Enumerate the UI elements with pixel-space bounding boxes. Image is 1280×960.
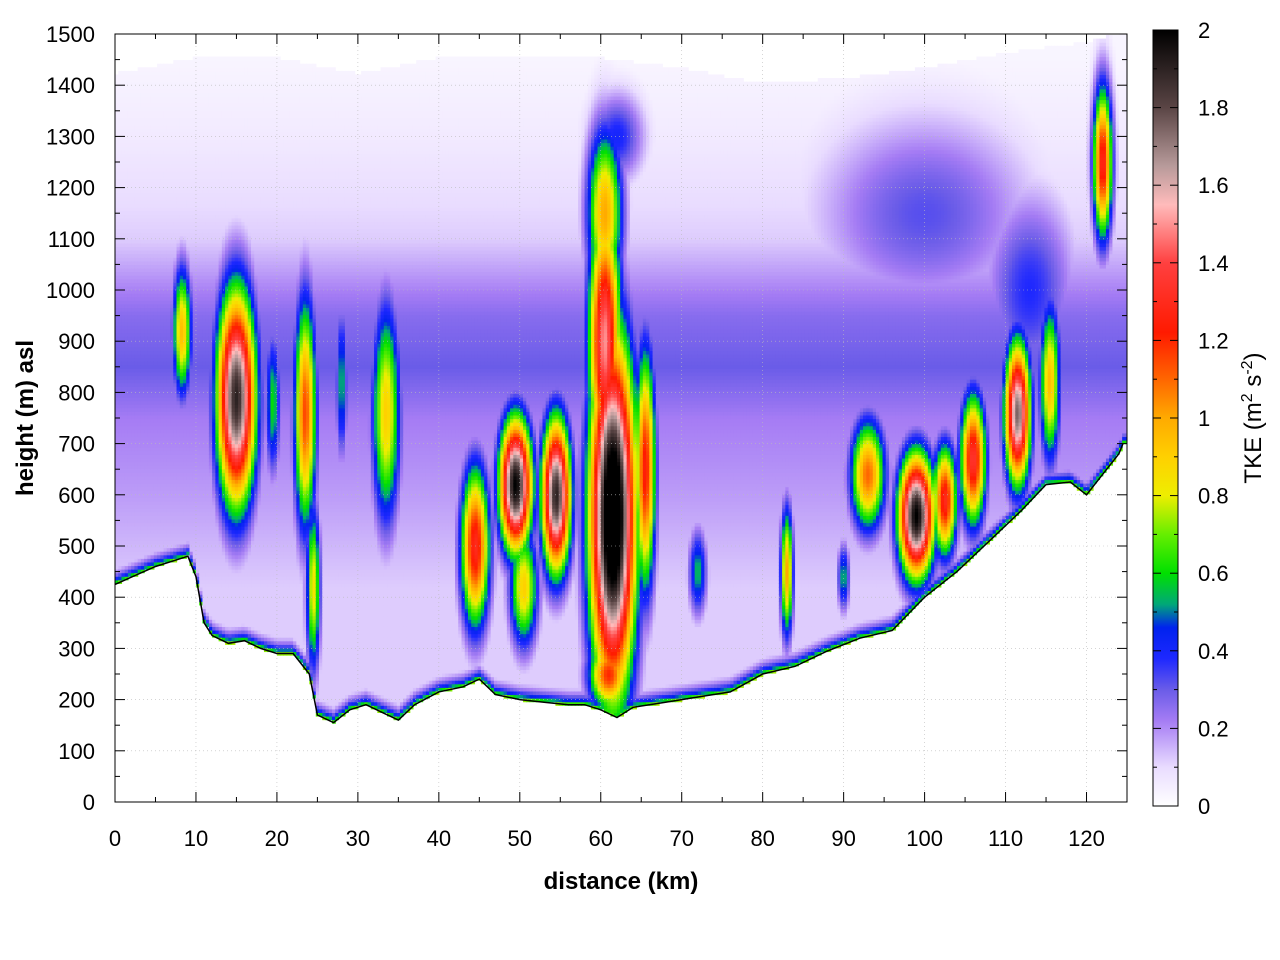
tke-cross-section-figure: 0 10 20 30 40 50 60 70 80 90 100 110 120 01002003004… <box>0 0 1280 960</box>
